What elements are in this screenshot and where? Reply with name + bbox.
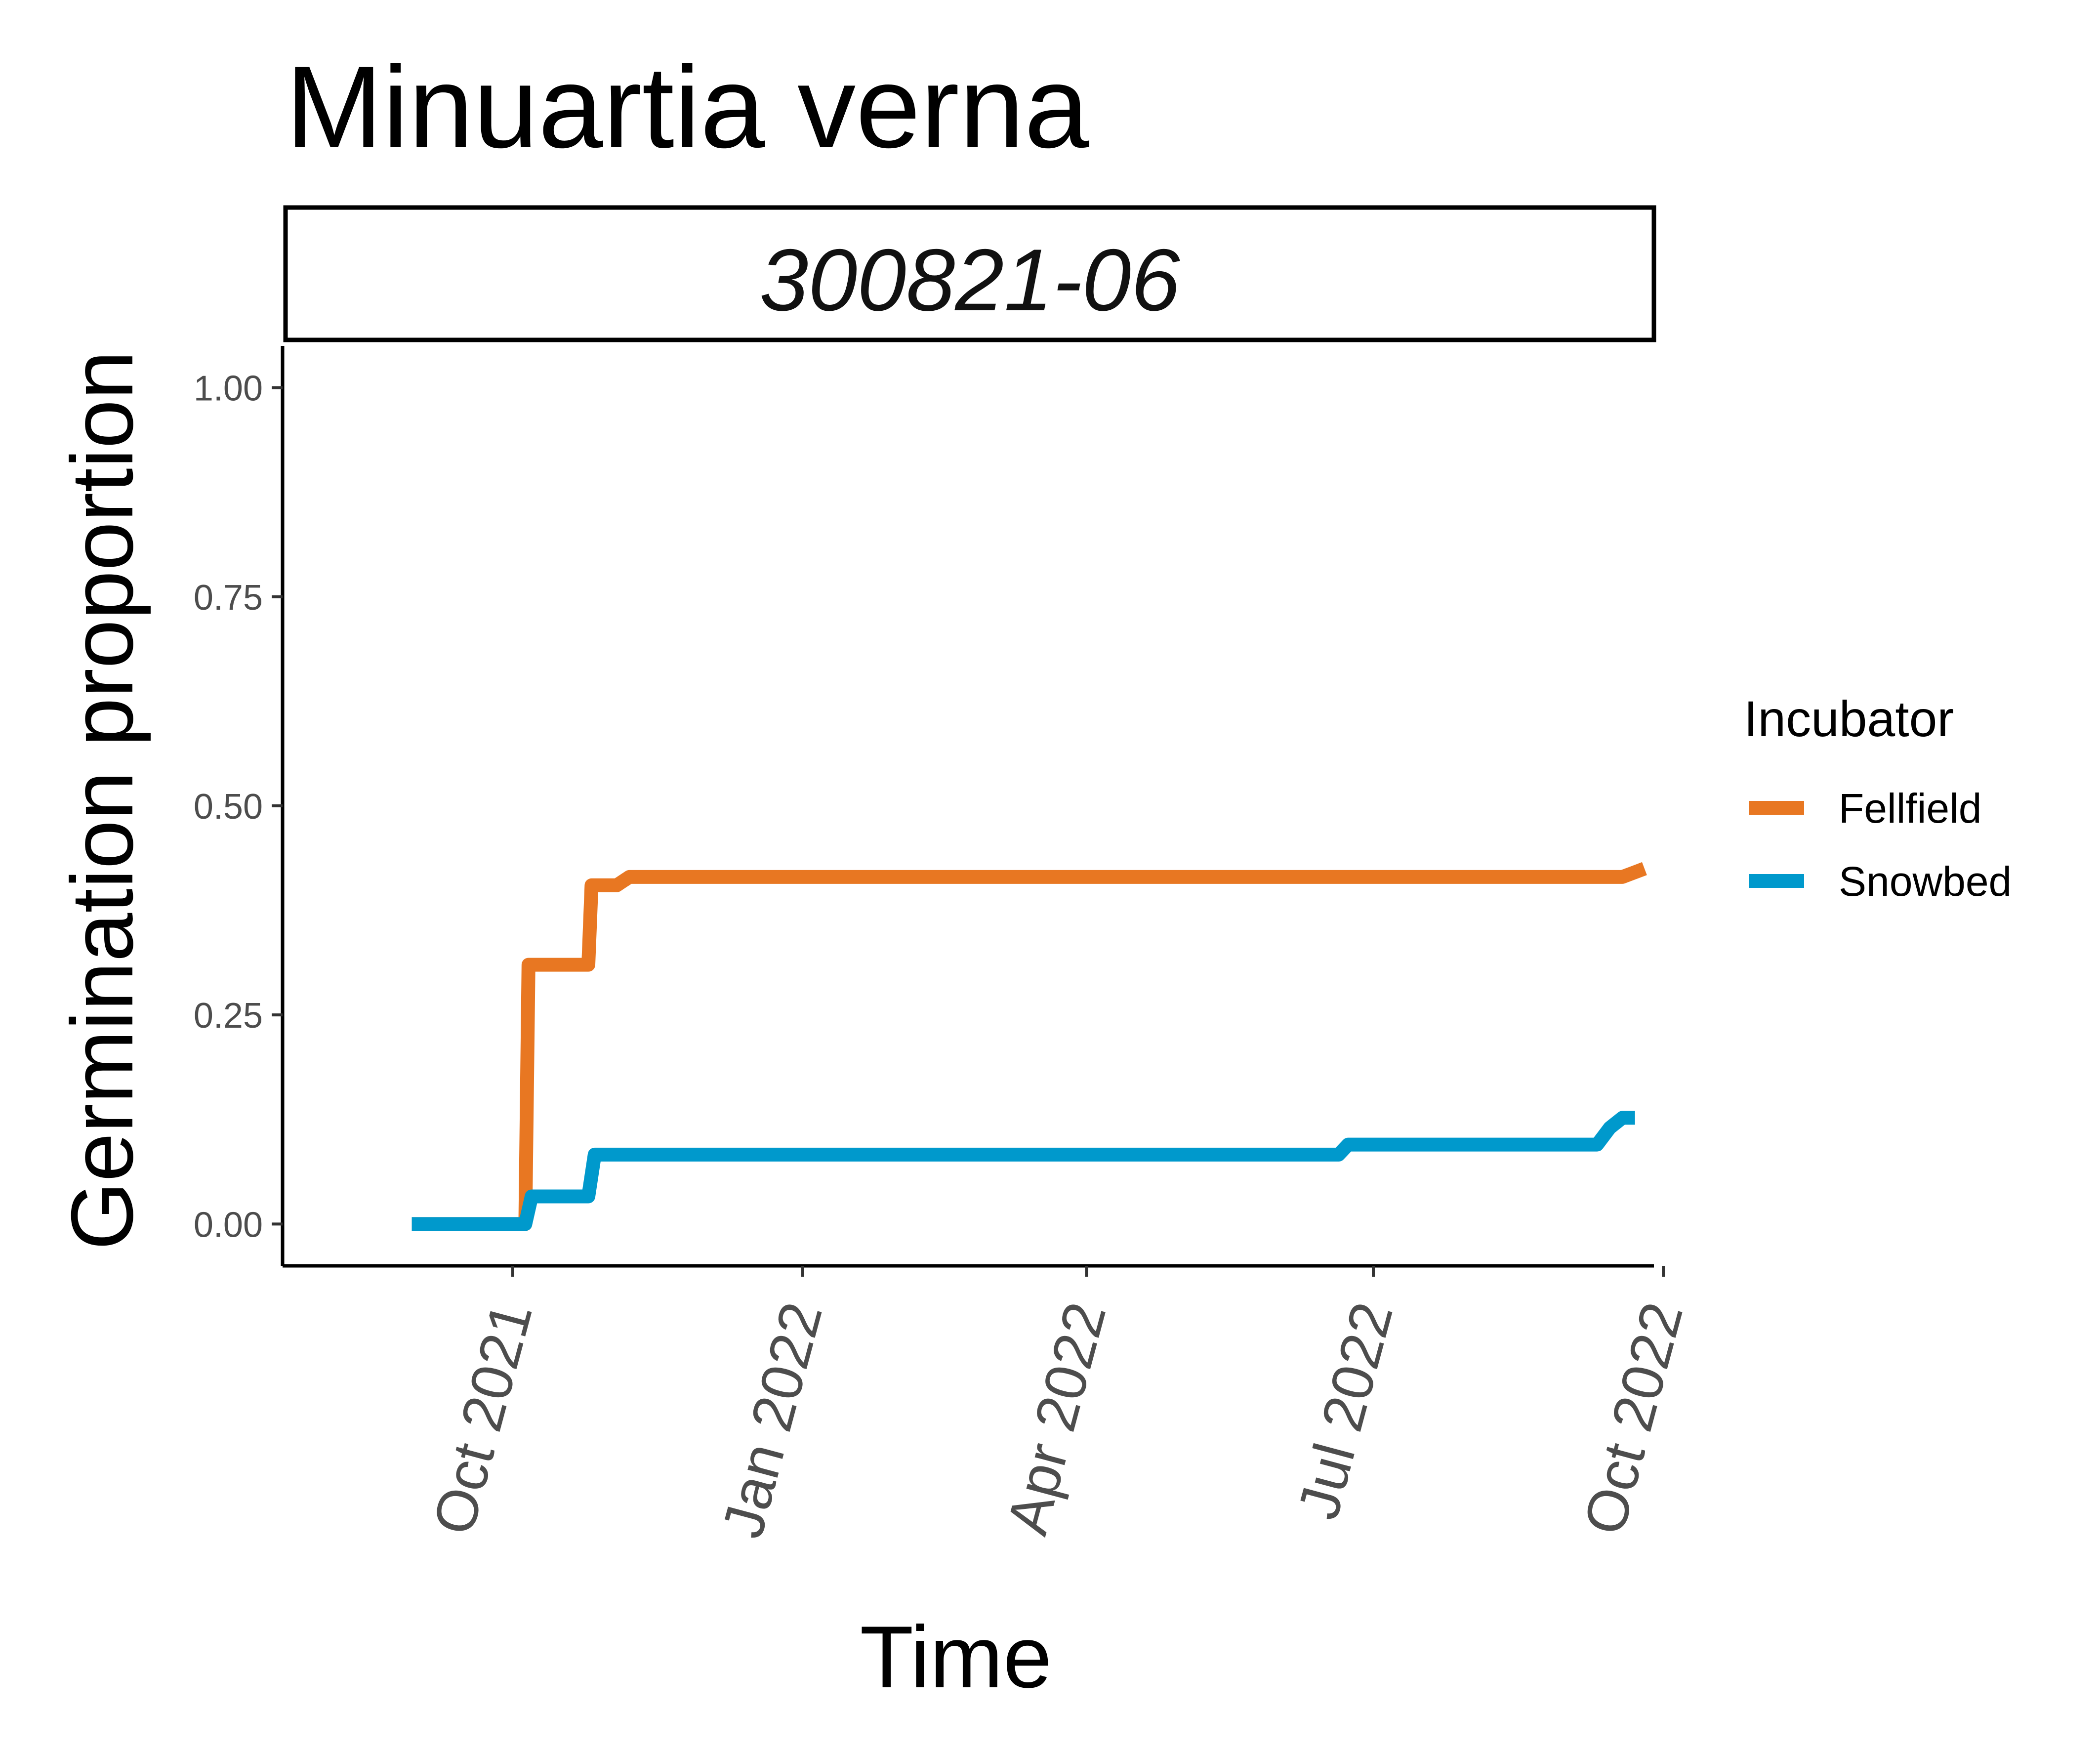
plot-panel: [281, 346, 1654, 1268]
chart-title: Minuartia verna: [286, 42, 1089, 172]
y-tick-label: 0.00: [194, 1205, 263, 1245]
x-tick-label: Jul 2022: [1285, 1296, 1405, 1526]
x-axis: Oct 2021 Jan 2022 Apr 2022 Jul 2022 Oct 2022: [421, 1266, 1695, 1544]
x-tick-label: Oct 2022: [1571, 1296, 1695, 1542]
series-layer: [412, 862, 1647, 1231]
y-tick-label: 0.75: [194, 578, 263, 618]
facet-strip: [283, 205, 1656, 342]
y-tick-label: 1.00: [194, 369, 263, 409]
legend-label-fellfield: Fellfield: [1839, 785, 1981, 832]
legend-label-snowbed: Snowbed: [1839, 858, 2012, 905]
x-tick-label: Apr 2022: [994, 1296, 1118, 1542]
y-axis: 0.00 0.25 0.50 0.75 1.00: [194, 369, 283, 1245]
series-line-fellfield: [412, 862, 1647, 1231]
legend: Incubator Fellfield Snowbed: [1744, 691, 2012, 905]
x-tick-label: Oct 2021: [421, 1296, 545, 1542]
y-axis-title: Germination proportion: [53, 351, 151, 1251]
series-line-snowbed: [412, 1111, 1635, 1231]
facet-strip-label: 300821-06: [759, 231, 1180, 329]
legend-title: Incubator: [1744, 691, 1954, 747]
x-axis-title: Time: [860, 1608, 1052, 1706]
y-tick-label: 0.50: [194, 787, 263, 827]
y-tick-label: 0.25: [194, 996, 263, 1036]
x-tick-label: Jan 2022: [710, 1296, 835, 1544]
